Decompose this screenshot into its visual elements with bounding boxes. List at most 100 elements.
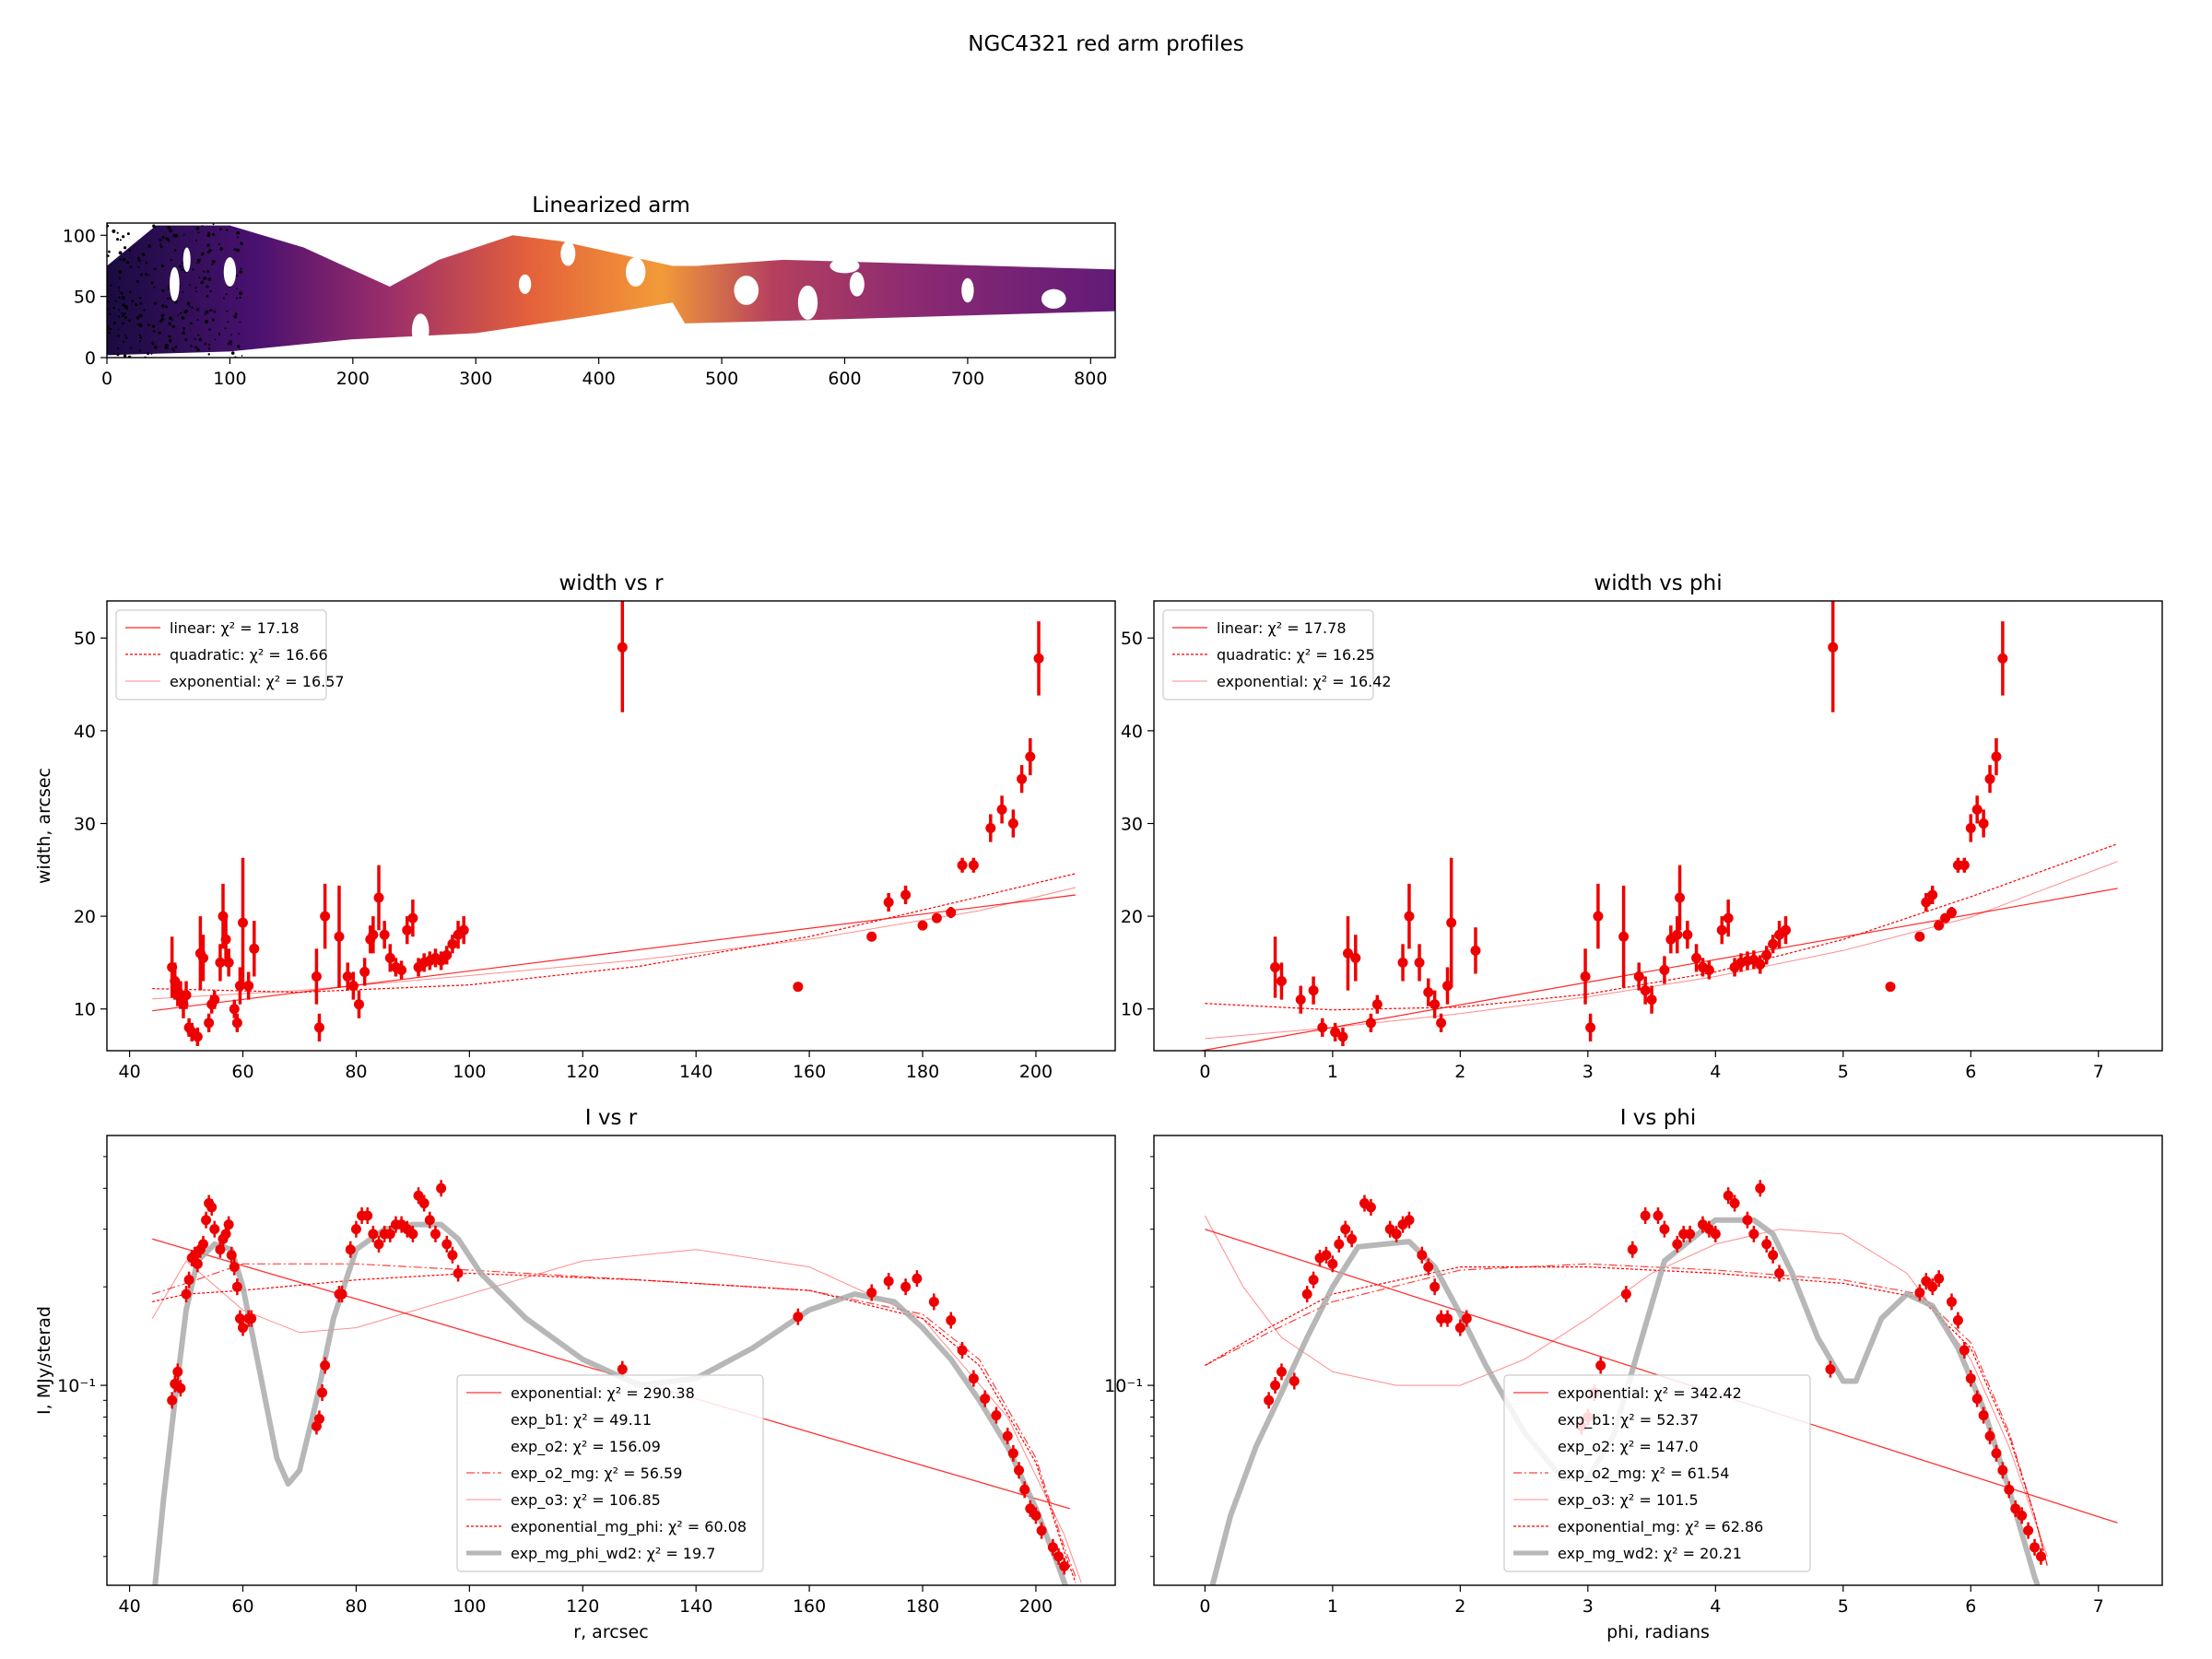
ir-point — [900, 1281, 912, 1292]
noise-dot — [195, 262, 198, 264]
ir-point — [418, 1198, 429, 1209]
noise-dot — [222, 297, 225, 300]
noise-dot — [198, 337, 203, 342]
wr-fit-linear — [152, 894, 1077, 1012]
wp-plot — [1197, 601, 2118, 1051]
ip-point — [1761, 1239, 1772, 1250]
image-ytick-label: 0 — [85, 348, 96, 369]
wp-point — [1947, 907, 1958, 918]
image-xtick-label: 200 — [336, 369, 370, 389]
wp-legend-label: exponential: χ² = 16.42 — [1217, 673, 1392, 690]
wp-point — [1914, 931, 1925, 942]
ir-point — [183, 1275, 194, 1286]
noise-dot — [122, 303, 125, 307]
noise-dot — [164, 346, 169, 349]
noise-dot — [122, 257, 126, 262]
wr-xtick-label: 100 — [453, 1062, 486, 1082]
wr-legend-label: quadratic: χ² = 16.66 — [170, 646, 328, 664]
image-xtick-label: 300 — [459, 369, 492, 389]
wr-ytick-label: 10 — [74, 1000, 96, 1020]
noise-dot — [135, 304, 138, 306]
ir-fit-thin — [151, 1249, 1082, 1583]
ir-point — [912, 1273, 923, 1284]
ip-point — [1825, 1364, 1836, 1375]
wr-legend: linear: χ² = 17.18 quadratic: χ² = 16.66 e… — [115, 609, 345, 700]
masked-hole — [170, 266, 180, 301]
wp-fit-quadratic — [1205, 843, 2118, 1011]
ip-point — [2004, 1484, 2015, 1495]
ir-point — [946, 1315, 957, 1326]
ir-ylabel: I, MJy/sterad — [34, 1306, 54, 1415]
ir-point — [424, 1215, 435, 1226]
ir-point — [1025, 1503, 1036, 1514]
ip-point — [1461, 1313, 1472, 1324]
noise-dot — [235, 288, 238, 289]
noise-dot — [233, 248, 237, 252]
noise-dot — [145, 261, 148, 265]
ir-point — [320, 1360, 331, 1371]
ir-point — [229, 1262, 240, 1273]
ip-point — [2010, 1503, 2021, 1514]
wr-point — [968, 860, 979, 871]
ip-point — [1685, 1229, 1696, 1240]
noise-dot — [203, 276, 207, 281]
ir-point — [172, 1366, 183, 1377]
wr-point — [334, 931, 345, 942]
masked-hole — [849, 272, 865, 297]
ip-point — [1288, 1376, 1300, 1387]
wr-frame — [106, 600, 1116, 1052]
masked-hole — [961, 277, 974, 303]
ip-point — [1340, 1224, 1351, 1235]
ip-xtick-label: 5 — [1838, 1596, 1849, 1617]
noise-dot — [141, 253, 146, 256]
ir-point — [407, 1229, 418, 1240]
wp-legend-box — [1162, 609, 1374, 700]
ir-point — [429, 1229, 441, 1240]
noise-dot — [108, 250, 111, 253]
ir-legend-label: exp_b1: χ² = 49.11 — [511, 1411, 652, 1430]
ir-point — [201, 1215, 212, 1226]
noise-dot — [214, 338, 217, 341]
ir-point — [238, 1323, 249, 1334]
wr-point — [181, 990, 192, 1001]
noise-dot — [194, 239, 197, 242]
wr-point — [209, 994, 220, 1006]
ip-point — [1959, 1345, 1970, 1356]
wr-title: width vs r — [559, 571, 664, 595]
ir-point — [1059, 1560, 1070, 1571]
noise-dot — [169, 229, 172, 233]
wr-legend-box — [115, 609, 327, 700]
ip-point — [1430, 1281, 1441, 1292]
ir-point — [793, 1312, 804, 1323]
ir-point — [317, 1387, 328, 1398]
wp-point — [1317, 1022, 1328, 1033]
noise-dot — [112, 229, 116, 233]
noise-dot — [117, 315, 121, 318]
ir-frame — [106, 1135, 1116, 1586]
ip-point — [1952, 1315, 1963, 1326]
noise-dot — [207, 353, 210, 356]
ip-legend-label: exponential: χ² = 342.42 — [1558, 1384, 1742, 1402]
noise-dot — [159, 245, 163, 249]
ir-point — [350, 1224, 361, 1235]
noise-dot — [204, 342, 207, 346]
wr-ytick-label: 50 — [74, 629, 96, 649]
noise-dot — [206, 294, 209, 298]
ir-point — [447, 1250, 458, 1261]
noise-dot — [236, 230, 240, 235]
noise-dot — [147, 244, 152, 248]
noise-dot — [238, 333, 240, 335]
noise-dot — [122, 322, 124, 325]
ip-point — [1365, 1202, 1376, 1213]
noise-dot — [179, 265, 182, 268]
ir-point — [1047, 1542, 1058, 1553]
wp-point — [1276, 976, 1287, 987]
noise-dot — [121, 312, 124, 315]
wp-xtick-label: 5 — [1838, 1062, 1849, 1082]
wr-point — [311, 971, 322, 982]
ip-xtick-label: 0 — [1199, 1596, 1210, 1617]
noise-dot — [161, 304, 165, 308]
wr-point — [243, 981, 254, 992]
noise-dot — [208, 328, 211, 331]
noise-dot — [112, 306, 115, 310]
